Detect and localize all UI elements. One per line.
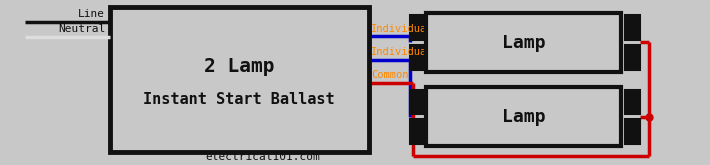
Bar — [410, 119, 426, 144]
FancyBboxPatch shape — [426, 13, 621, 72]
Bar — [410, 15, 426, 40]
Bar — [625, 45, 640, 70]
Text: 2 Lamp: 2 Lamp — [204, 56, 275, 76]
Text: electrical101.com: electrical101.com — [205, 152, 320, 162]
Bar — [625, 119, 640, 144]
Bar — [625, 90, 640, 114]
Bar — [410, 90, 426, 114]
Text: Neutral: Neutral — [58, 24, 105, 34]
Text: Individual: Individual — [371, 47, 434, 57]
Bar — [625, 15, 640, 40]
FancyBboxPatch shape — [110, 7, 369, 152]
Text: Lamp: Lamp — [502, 33, 545, 52]
Text: Instant Start Ballast: Instant Start Ballast — [143, 92, 335, 106]
Text: Common: Common — [371, 70, 409, 80]
Text: Lamp: Lamp — [502, 108, 545, 126]
FancyBboxPatch shape — [426, 87, 621, 146]
Text: Individual: Individual — [371, 24, 434, 34]
Text: Line: Line — [78, 9, 105, 19]
Bar — [410, 45, 426, 70]
